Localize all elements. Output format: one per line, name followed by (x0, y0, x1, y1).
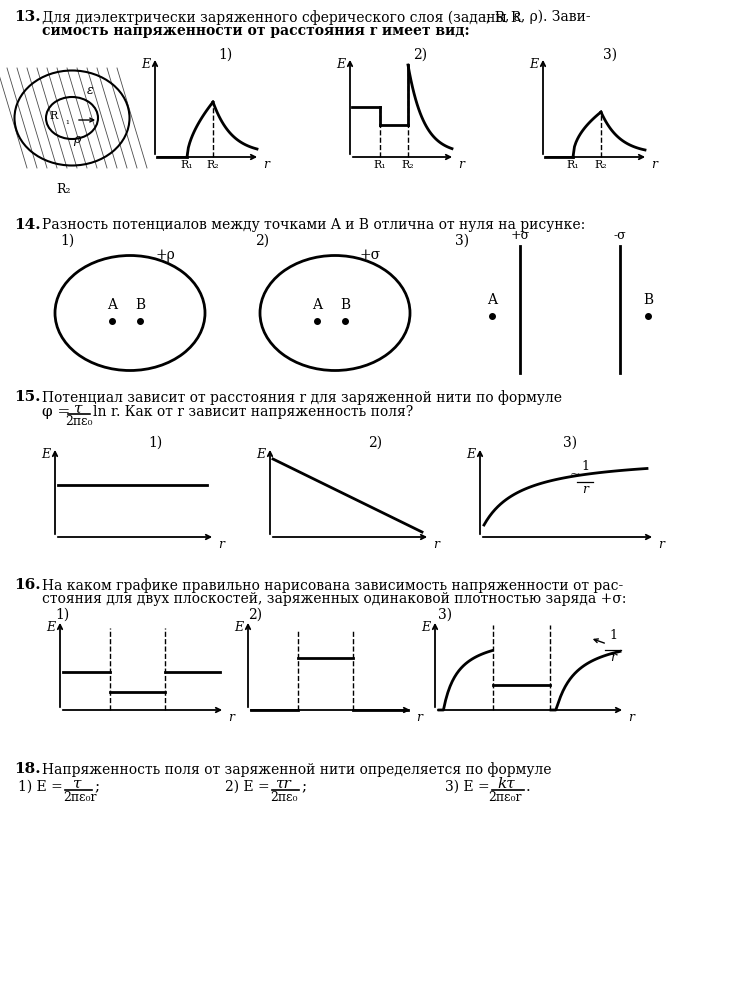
Text: ₁: ₁ (65, 116, 69, 125)
Text: симость напряженности от расстояния r имеет вид:: симость напряженности от расстояния r им… (42, 24, 470, 38)
Text: E: E (41, 448, 50, 461)
Text: A: A (312, 298, 322, 312)
Text: 2): 2) (255, 234, 269, 248)
Text: r: r (228, 711, 234, 724)
Text: 2πε₀r: 2πε₀r (63, 791, 96, 804)
Text: 3): 3) (603, 48, 617, 62)
Text: R₂: R₂ (57, 183, 71, 196)
Text: E: E (46, 621, 55, 634)
Text: R₁: R₁ (374, 160, 386, 170)
Text: +ρ: +ρ (155, 248, 175, 262)
Text: -σ: -σ (613, 229, 626, 242)
Text: r: r (610, 651, 616, 664)
Text: A: A (487, 293, 497, 307)
Text: 13.: 13. (14, 10, 40, 24)
Text: Напряженность поля от заряженной нити определяется по формуле: Напряженность поля от заряженной нити оп… (42, 762, 551, 777)
Text: Потенциал зависит от расстояния r для заряженной нити по формуле: Потенциал зависит от расстояния r для за… (42, 390, 562, 405)
Text: Для диэлектрически заряженного сферического слоя (заданы R: Для диэлектрически заряженного сферическ… (42, 10, 521, 25)
Text: E: E (256, 448, 265, 461)
Text: r: r (658, 538, 664, 551)
Text: ε: ε (87, 84, 94, 97)
Text: r: r (433, 538, 439, 551)
Text: B: B (135, 298, 145, 312)
Text: 1): 1) (148, 436, 162, 450)
Text: E: E (234, 621, 243, 634)
Text: R: R (50, 111, 58, 121)
Text: ;: ; (94, 780, 99, 794)
Text: φ =: φ = (42, 405, 70, 419)
Text: .: . (526, 780, 531, 794)
Text: 1: 1 (609, 629, 617, 642)
Text: , R: , R (486, 10, 505, 24)
Text: 16.: 16. (14, 578, 40, 592)
Text: r: r (263, 158, 269, 171)
Text: R₁: R₁ (181, 160, 193, 170)
Text: r: r (218, 538, 224, 551)
Text: R₂: R₂ (595, 160, 607, 170)
Text: 2πε₀: 2πε₀ (270, 791, 298, 804)
Text: E: E (141, 58, 150, 71)
Text: 3): 3) (455, 234, 469, 248)
Text: E: E (529, 58, 538, 71)
Text: kτ: kτ (497, 777, 515, 791)
Text: 2) E =: 2) E = (225, 780, 269, 794)
Text: A: A (107, 298, 117, 312)
Text: E: E (421, 621, 430, 634)
Text: E: E (466, 448, 475, 461)
Text: 2πε₀r: 2πε₀r (488, 791, 521, 804)
Text: r: r (582, 483, 588, 496)
Text: 2): 2) (368, 436, 382, 450)
Text: 1) E =: 1) E = (18, 780, 63, 794)
Text: 3): 3) (438, 608, 452, 622)
Text: ₂: ₂ (500, 10, 504, 20)
Text: r: r (458, 158, 464, 171)
Text: 1: 1 (581, 460, 589, 473)
Text: B: B (340, 298, 350, 312)
Text: R₁: R₁ (567, 160, 579, 170)
Text: E: E (336, 58, 345, 71)
Text: +σ: +σ (360, 248, 381, 262)
Text: R₂: R₂ (402, 160, 414, 170)
Text: 2): 2) (248, 608, 262, 622)
Text: 3) E =: 3) E = (445, 780, 490, 794)
Text: ρ: ρ (73, 133, 81, 147)
Text: τr: τr (276, 777, 292, 791)
Text: 2πε₀: 2πε₀ (65, 415, 93, 428)
Text: 15.: 15. (14, 390, 40, 404)
Text: ln r. Как от r зависит напряженность поля?: ln r. Как от r зависит напряженность пол… (93, 405, 413, 419)
Text: ~: ~ (570, 468, 580, 481)
Text: ₁: ₁ (481, 10, 485, 20)
Text: 14.: 14. (14, 218, 40, 232)
Text: 1): 1) (60, 234, 74, 248)
Text: Разность потенциалов между точками A и B отлична от нуля на рисунке:: Разность потенциалов между точками A и B… (42, 218, 585, 232)
Text: +σ: +σ (510, 229, 530, 242)
Text: 1): 1) (218, 48, 232, 62)
Text: ;: ; (301, 780, 306, 794)
Text: B: B (643, 293, 653, 307)
Text: τ: τ (74, 402, 82, 416)
Text: На каком графике правильно нарисована зависимость напряженности от рас-: На каком графике правильно нарисована за… (42, 578, 623, 593)
Text: 18.: 18. (14, 762, 40, 776)
Text: r: r (416, 711, 422, 724)
Text: 1): 1) (55, 608, 70, 622)
Text: 2): 2) (413, 48, 427, 62)
Text: r: r (651, 158, 657, 171)
Text: , ε, ρ). Зави-: , ε, ρ). Зави- (505, 10, 591, 25)
Text: r: r (628, 711, 634, 724)
Text: 3): 3) (563, 436, 577, 450)
Text: τ: τ (73, 777, 82, 791)
Text: стояния для двух плоскостей, заряженных одинаковой плотностью заряда +σ:: стояния для двух плоскостей, заряженных … (42, 592, 626, 606)
Text: R₂: R₂ (206, 160, 219, 170)
